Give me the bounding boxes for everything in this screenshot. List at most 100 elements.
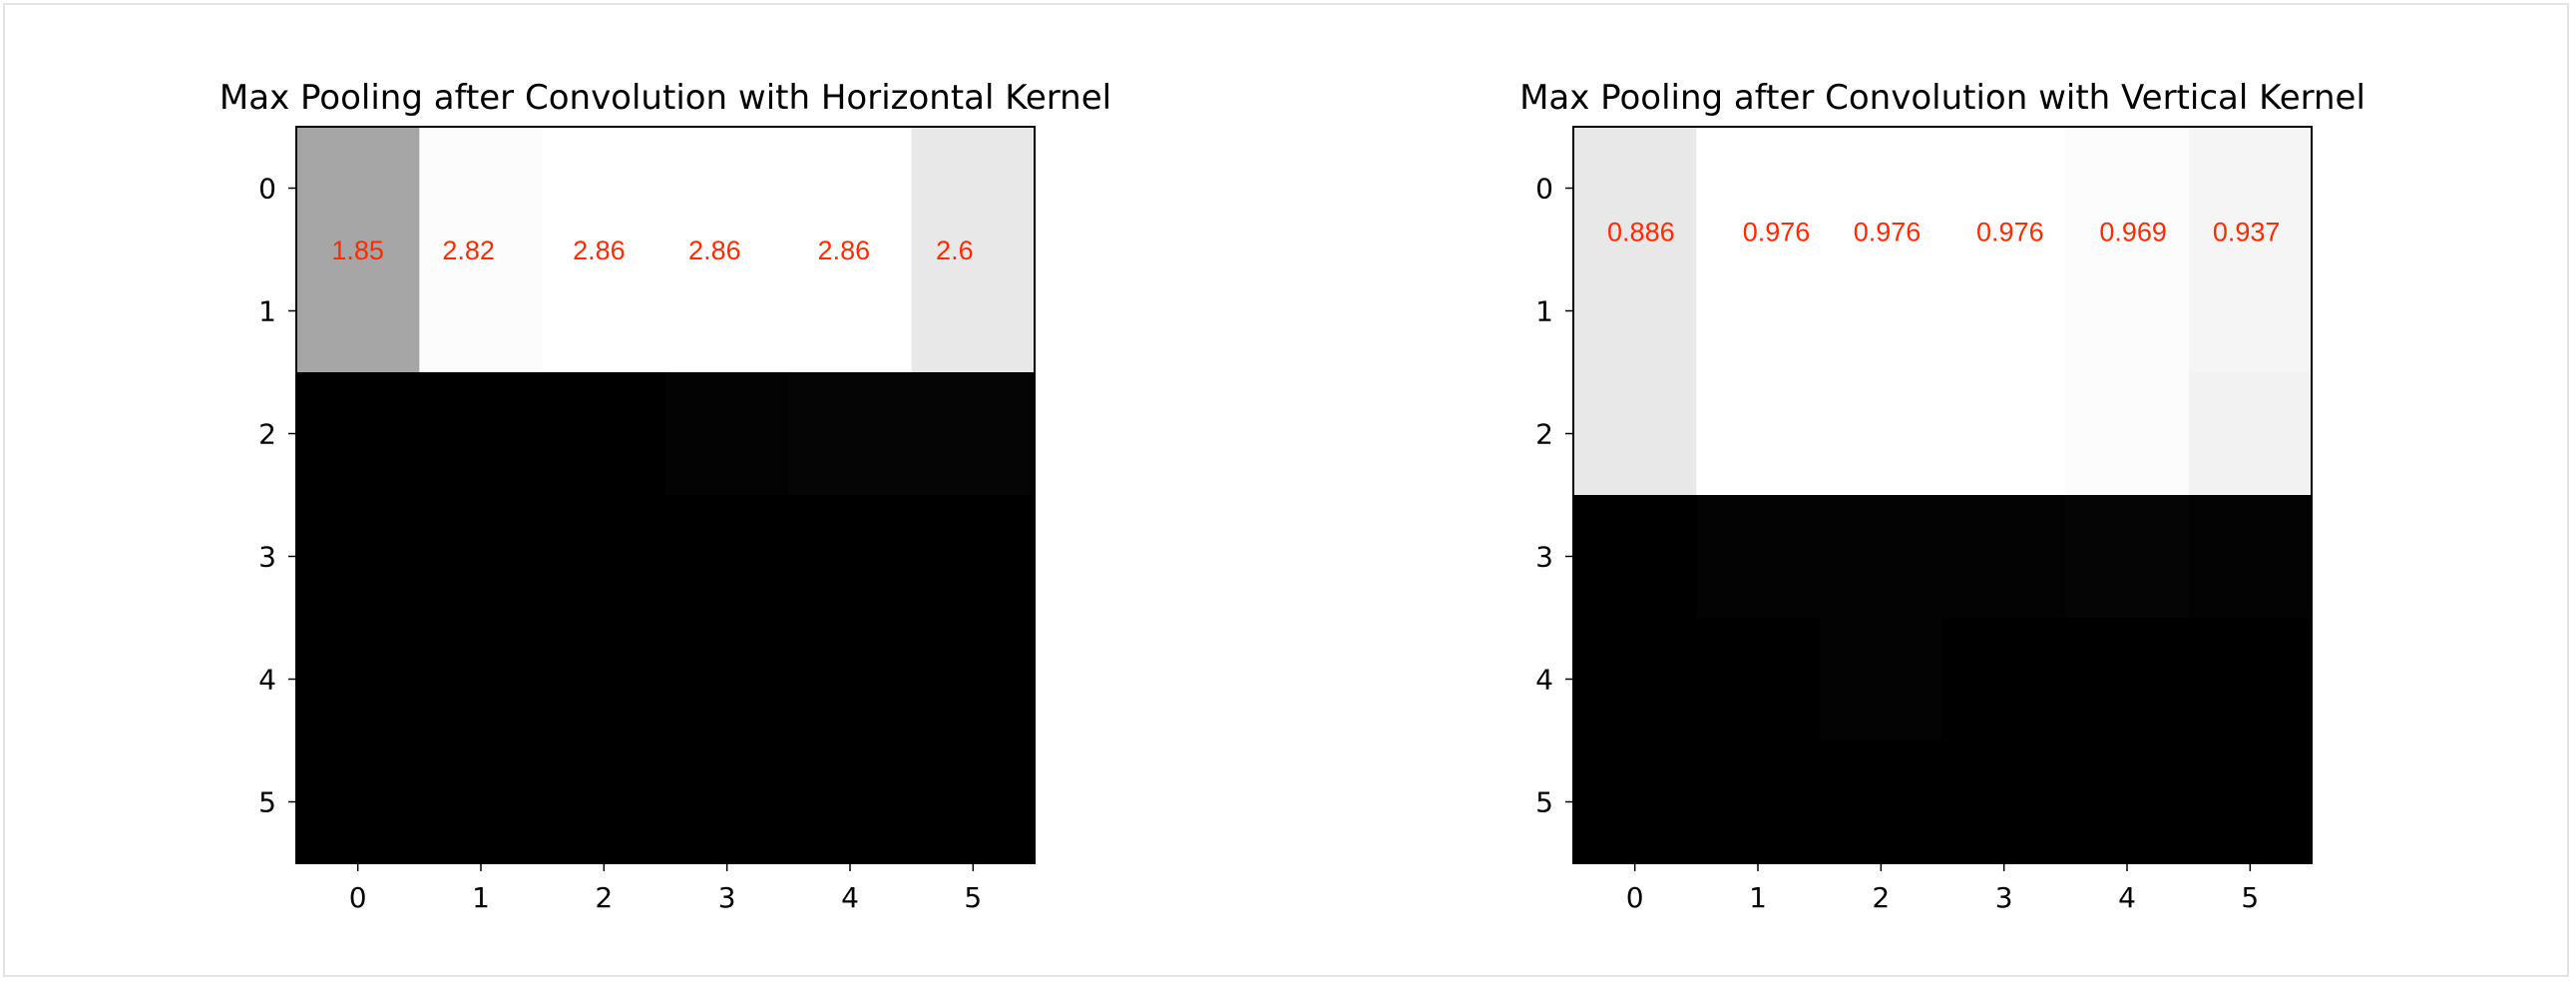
plot-border bbox=[1572, 126, 2313, 864]
x-tick-label: 0 bbox=[349, 881, 367, 914]
heatmap-cell bbox=[542, 740, 666, 864]
data-label: 0.976 bbox=[1976, 218, 2044, 247]
x-tick-label: 3 bbox=[718, 881, 736, 914]
heatmap-cell bbox=[1819, 740, 1943, 864]
heatmap-cell bbox=[1819, 127, 1943, 250]
y-tick-label: 0 bbox=[258, 173, 276, 206]
x-tick-label: 3 bbox=[1995, 881, 2013, 914]
heatmap-cell bbox=[1696, 372, 1821, 496]
heatmap-cell bbox=[1942, 618, 2066, 741]
x-tick-label: 0 bbox=[1626, 881, 1644, 914]
heatmap-cell bbox=[1696, 127, 1821, 250]
heatmap-cell bbox=[2065, 740, 2190, 864]
x-tick-label: 5 bbox=[2241, 881, 2259, 914]
heatmap-cell bbox=[788, 740, 913, 864]
heatmap-cell bbox=[1819, 618, 1943, 741]
heatmap-cell bbox=[419, 495, 544, 619]
y-tick-label: 2 bbox=[1535, 418, 1553, 451]
heatmap-cell bbox=[911, 372, 1036, 496]
chart-title: Max Pooling after Convolution with Verti… bbox=[1519, 78, 2365, 118]
heatmap-cell bbox=[1696, 249, 1821, 373]
heatmap-cell bbox=[296, 740, 420, 864]
heatmap-cell bbox=[788, 249, 913, 373]
heatmap-cell bbox=[788, 127, 913, 250]
heatmap-cell bbox=[2065, 495, 2190, 619]
x-tick-label: 4 bbox=[2118, 881, 2136, 914]
data-label: 0.976 bbox=[1743, 218, 1811, 247]
data-label: 2.86 bbox=[688, 236, 741, 265]
y-tick-label: 5 bbox=[258, 786, 276, 819]
heatmap-cell bbox=[665, 372, 789, 496]
heatmap-cell bbox=[419, 740, 544, 864]
heatmap-cell bbox=[542, 495, 666, 619]
heatmap-cell bbox=[2188, 740, 2313, 864]
heatmap-1: Max Pooling after Convolution with Verti… bbox=[1519, 78, 2365, 914]
data-label: 0.969 bbox=[2099, 218, 2167, 247]
y-tick-label: 0 bbox=[1535, 173, 1553, 206]
data-label: 2.86 bbox=[818, 236, 871, 265]
heatmap-cell bbox=[665, 618, 789, 741]
heatmap-0: Max Pooling after Convolution with Horiz… bbox=[219, 78, 1111, 914]
heatmap-cell bbox=[1573, 249, 1697, 373]
x-tick-label: 4 bbox=[841, 881, 859, 914]
heatmap-cell bbox=[542, 372, 666, 496]
data-label: 0.886 bbox=[1607, 218, 1675, 247]
heatmap-cell bbox=[1573, 127, 1697, 250]
heatmap-cell bbox=[1696, 495, 1821, 619]
heatmap-cell bbox=[2065, 618, 2190, 741]
heatmap-cell bbox=[1942, 372, 2066, 496]
x-tick-label: 5 bbox=[964, 881, 982, 914]
heatmap-cell bbox=[911, 249, 1036, 373]
y-tick-label: 4 bbox=[1535, 664, 1553, 697]
heatmap-cell bbox=[1819, 249, 1943, 373]
heatmap-cell bbox=[419, 618, 544, 741]
heatmap-cell bbox=[788, 618, 913, 741]
plot-border bbox=[295, 126, 1036, 864]
x-tick-label: 1 bbox=[472, 881, 490, 914]
heatmap-cell bbox=[1696, 740, 1821, 864]
heatmap-cell bbox=[911, 618, 1036, 741]
heatmap-cell bbox=[2065, 249, 2190, 373]
y-tick-label: 3 bbox=[1535, 541, 1553, 574]
x-tick-label: 2 bbox=[595, 881, 613, 914]
y-tick-label: 3 bbox=[258, 541, 276, 574]
heatmap-cell bbox=[1942, 495, 2066, 619]
heatmap-cell bbox=[1942, 249, 2066, 373]
heatmap-cell bbox=[419, 249, 544, 373]
heatmap-cell bbox=[2188, 618, 2313, 741]
y-tick-label: 1 bbox=[258, 295, 276, 328]
data-label: 0.937 bbox=[2213, 218, 2281, 247]
heatmap-cell bbox=[665, 740, 789, 864]
data-label: 2.86 bbox=[573, 236, 626, 265]
data-label: 0.976 bbox=[1854, 218, 1922, 247]
heatmap-cell bbox=[1573, 618, 1697, 741]
heatmap-cell bbox=[2188, 127, 2313, 250]
x-tick-label: 2 bbox=[1872, 881, 1890, 914]
heatmap-cell bbox=[296, 127, 420, 250]
heatmap-cell bbox=[665, 127, 789, 250]
heatmap-cell bbox=[1942, 127, 2066, 250]
heatmap-cell bbox=[665, 495, 789, 619]
heatmap-cell bbox=[1819, 495, 1943, 619]
heatmap-cell bbox=[296, 372, 420, 496]
heatmap-cell bbox=[1696, 618, 1821, 741]
y-tick-label: 2 bbox=[258, 418, 276, 451]
heatmap-cell bbox=[296, 495, 420, 619]
heatmap-cell bbox=[1573, 740, 1697, 864]
heatmap-cell bbox=[1573, 495, 1697, 619]
heatmap-cell bbox=[1819, 372, 1943, 496]
heatmap-cell bbox=[2065, 127, 2190, 250]
heatmap-cell bbox=[296, 249, 420, 373]
heatmap-cell bbox=[788, 372, 913, 496]
heatmap-cell bbox=[911, 127, 1036, 250]
heatmap-cell bbox=[2065, 372, 2190, 496]
heatmap-cell bbox=[2188, 372, 2313, 496]
heatmap-cell bbox=[911, 495, 1036, 619]
heatmap-cell bbox=[2188, 495, 2313, 619]
heatmap-cell bbox=[911, 740, 1036, 864]
heatmap-cell bbox=[542, 127, 666, 250]
heatmap-cell bbox=[1942, 740, 2066, 864]
heatmap-cell bbox=[1573, 372, 1697, 496]
y-tick-label: 4 bbox=[258, 664, 276, 697]
y-tick-label: 5 bbox=[1535, 786, 1553, 819]
